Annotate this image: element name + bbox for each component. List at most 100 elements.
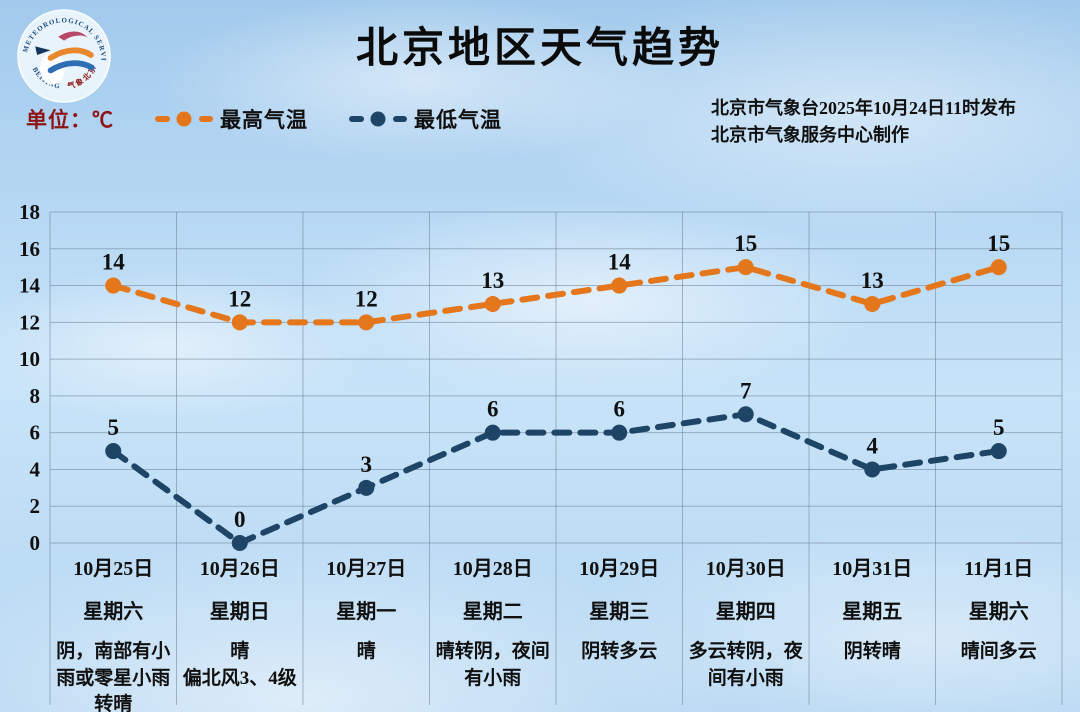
publisher-info: 北京市气象台2025年10月24日11时发布 北京市气象服务中心制作 [711, 95, 1061, 149]
low-temp-value-label: 6 [614, 397, 626, 422]
high-temp-marker [611, 277, 628, 294]
y-tick-label: 2 [30, 494, 41, 518]
weather-line: 阴转晴 [843, 641, 901, 662]
low-temp-marker [105, 443, 122, 460]
weather-description: 阴，南部有小雨或零星小雨转晴 [54, 639, 173, 712]
unit-label: 单位：℃ [26, 108, 114, 132]
weather-description: 晴 [307, 639, 426, 666]
logo-blue-swoosh [47, 60, 95, 74]
weather-line: 晴间多云 [960, 641, 1037, 662]
y-tick-label: 16 [19, 237, 40, 261]
weather-line: 阴，南部有小雨或零星小雨转晴 [56, 641, 171, 712]
beijing-meteorological-service-logo: METEOROLOGICAL SERVICE BEIJING 气象北京 [13, 3, 112, 104]
legend-row: 单位：℃ 最高气温 最低气温 [26, 104, 502, 134]
high-temp-value-label: 15 [987, 231, 1010, 256]
low-temp-marker [737, 406, 754, 423]
weekday-label: 星期四 [715, 601, 776, 623]
y-tick-label: 8 [30, 384, 41, 408]
high-temp-value-label: 12 [228, 286, 251, 311]
high-temp-value-label: 13 [861, 268, 884, 293]
weather-description: 阴转晴 [813, 639, 932, 666]
low-temp-value-label: 3 [361, 452, 373, 477]
x-axis-column: 10月28日 星期二晴转阴，夜间有小雨 [430, 552, 557, 712]
low-temp-marker [484, 424, 501, 441]
low-temp-marker [231, 535, 248, 551]
y-tick-label: 6 [30, 421, 41, 445]
date-label: 10月26日 [199, 558, 280, 580]
x-axis-column: 11月1日星期六晴间多云 [936, 552, 1063, 712]
logo-circle [17, 9, 111, 103]
logo-bird-icon [35, 46, 51, 56]
weekday-label: 星期一 [336, 601, 397, 623]
weather-description: 阴转多云 [560, 639, 679, 666]
legend-item-low: 最低气温 [348, 104, 502, 134]
date-label: 10月28日 [452, 558, 533, 580]
high-temp-value-label: 14 [608, 250, 632, 275]
x-axis-labels: 10月25日 星期六 阴，南部有小雨或零星小雨转晴 10月26日 星期日晴偏北风3、4级… [50, 552, 1062, 712]
x-axis-column: 10月30日 星期四多云转阴，夜间有小雨 [683, 552, 810, 712]
weather-line: 晴转阴，夜间有小雨 [435, 641, 550, 689]
low-temp-marker [611, 424, 628, 441]
low-temp-marker [864, 461, 881, 478]
legend-item-high: 最高气温 [154, 104, 308, 134]
weekday-label: 星期五 [842, 601, 903, 623]
logo-red-swoosh [58, 31, 88, 41]
y-tick-label: 14 [19, 274, 41, 298]
low-temp-line [110, 411, 1002, 547]
date-label: 10月25日 [73, 558, 154, 580]
high-temp-value-label: 14 [102, 250, 126, 275]
high-temp-value-label: 15 [734, 231, 757, 256]
high-temp-line [110, 264, 1002, 326]
high-temp-marker [484, 295, 501, 312]
high-temp-marker [231, 314, 248, 331]
high-temp-value-label: 13 [481, 268, 504, 293]
y-tick-label: 10 [19, 347, 40, 371]
high-temp-marker [358, 314, 375, 331]
weather-description: 晴偏北风3、4级 [181, 639, 300, 692]
high-temp-marker [105, 277, 122, 294]
low-temp-value-label: 5 [993, 415, 1005, 440]
low-temp-marker [990, 443, 1007, 460]
y-tick-label: 4 [30, 457, 41, 481]
logo-badge-icon: METEOROLOGICAL SERVICE BEIJING 气象北京 [13, 3, 111, 103]
weekday-label: 星期二 [462, 601, 523, 623]
high-temp-marker [864, 295, 881, 312]
y-tick-label: 18 [19, 200, 40, 224]
date-label: 10月27日 [326, 558, 407, 580]
page-title: 北京地区天气趋势 [355, 26, 724, 72]
low-temp-value-label: 7 [740, 378, 752, 403]
high-temp-marker [990, 259, 1007, 276]
low-temp-value-label: 5 [108, 415, 120, 440]
logo-orange-swoosh [47, 47, 94, 61]
x-axis-column: 10月29日 星期三 阴转多云 [556, 552, 683, 712]
weekday-label: 星期六 [83, 601, 144, 623]
low-temp-value-label: 4 [867, 433, 879, 458]
low-temp-marker [358, 479, 375, 496]
low-temp-line-swatch-icon [349, 111, 407, 127]
weather-line: 阴转多云 [581, 641, 658, 662]
date-label: 10月31日 [832, 558, 913, 580]
publisher-line1: 北京市气象台2025年10月24日11时发布 [711, 98, 1017, 118]
legend-label-high: 最高气温 [220, 108, 308, 132]
low-temp-value-label: 6 [487, 397, 499, 422]
weather-description: 晴转阴，夜间有小雨 [434, 639, 553, 692]
x-axis-column: 10月31日 星期五阴转晴 [809, 552, 936, 712]
x-axis-column: 10月26日 星期日晴偏北风3、4级 [177, 552, 304, 712]
legend-label-low: 最低气温 [414, 108, 502, 132]
date-label: 10月30日 [705, 558, 786, 580]
y-tick-label: 12 [19, 310, 40, 334]
weather-line: 偏北风3、4级 [182, 667, 297, 689]
high-temp-line-swatch-icon [155, 111, 213, 127]
weather-line: 晴 [356, 641, 376, 662]
x-axis-column: 10月27日 星期一晴 [303, 552, 430, 712]
weekday-label: 星期六 [968, 601, 1029, 623]
publisher-line2: 北京市气象服务中心制作 [711, 125, 909, 145]
weather-line: 晴 [230, 641, 250, 662]
weekday-label: 星期三 [589, 601, 650, 623]
weekday-label: 星期日 [209, 601, 270, 623]
weather-description: 多云转阴，夜间有小雨 [687, 639, 806, 692]
weather-description: 晴间多云 [940, 639, 1059, 666]
date-label: 11月1日 [964, 558, 1034, 580]
